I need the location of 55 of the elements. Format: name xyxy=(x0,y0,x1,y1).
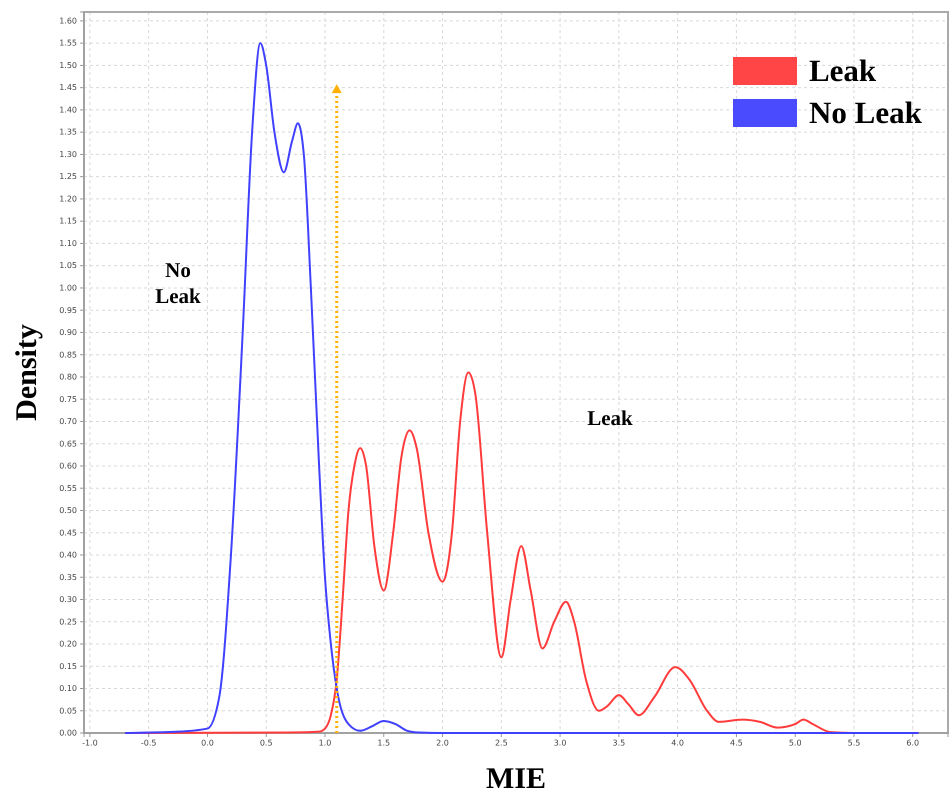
y-tick-label: 0.30 xyxy=(59,595,77,604)
x-tick-label: 2.5 xyxy=(494,738,508,748)
x-tick-label: -0.5 xyxy=(140,738,156,748)
y-tick-label: 0.70 xyxy=(59,417,77,426)
y-tick-label: 1.55 xyxy=(59,38,77,48)
y-tick-label: 1.30 xyxy=(59,150,77,159)
y-tick-label: 0.45 xyxy=(59,528,77,538)
y-tick-label: 0.05 xyxy=(59,706,77,716)
x-tick-label: 2.0 xyxy=(436,738,449,748)
line-series xyxy=(124,42,920,734)
y-tick-label: 1.05 xyxy=(59,261,77,270)
y-tick-label: 0.65 xyxy=(59,439,77,448)
x-tick-label: -1.0 xyxy=(82,738,98,748)
y-tick-label: 1.60 xyxy=(59,16,77,26)
x-tick-label: 0.5 xyxy=(260,738,273,748)
y-tick-label: 0.85 xyxy=(59,350,77,360)
legend-label: Leak xyxy=(809,53,877,88)
y-tick-label: 1.00 xyxy=(59,284,77,292)
y-tick-label: 1.50 xyxy=(59,60,77,70)
x-axis-title: MIE xyxy=(486,762,546,795)
y-tick-label: 0.20 xyxy=(59,640,77,649)
x-tick-label: 3.0 xyxy=(554,738,566,748)
x-tick-label: 5.5 xyxy=(848,738,860,748)
y-tick-label: 1.10 xyxy=(59,238,77,248)
y-tick-label: 0.00 xyxy=(59,728,77,738)
y-tick-label: 0.25 xyxy=(59,617,77,626)
x-tick-label: 3.5 xyxy=(612,738,626,748)
x-tick-label: 1.5 xyxy=(377,738,390,748)
y-tick-label: 0.80 xyxy=(59,372,77,382)
y-tick-label: 0.40 xyxy=(59,550,77,560)
y-tick-label: 0.95 xyxy=(59,306,77,315)
x-tick-label: 5.0 xyxy=(788,738,802,748)
x-tick-label: 4.0 xyxy=(671,738,684,748)
annotation: Leak xyxy=(587,406,634,430)
y-tick-label: 0.90 xyxy=(59,328,77,338)
y-tick-label: 0.55 xyxy=(59,484,77,493)
x-tick-label: 6.0 xyxy=(906,738,920,748)
y-tick-label: 1.25 xyxy=(59,172,77,182)
y-tick-label: 0.75 xyxy=(59,394,77,404)
y-axis-title: Density xyxy=(10,324,43,421)
y-tick-label: 0.50 xyxy=(59,506,77,516)
y-tick-label: 0.60 xyxy=(59,462,77,471)
x-tick-label: 4.5 xyxy=(730,738,743,748)
y-tick-label: 1.45 xyxy=(59,83,77,92)
y-tick-label: 1.20 xyxy=(59,194,77,204)
x-tick-label: 0.0 xyxy=(201,738,214,748)
x-tick-label: 1.0 xyxy=(318,738,332,748)
y-tick-label: 1.35 xyxy=(59,128,77,137)
annotation: No Leak xyxy=(155,258,202,308)
y-tick-label: 0.10 xyxy=(59,684,77,694)
y-tick-label: 1.40 xyxy=(59,105,77,114)
y-tick-label: 1.15 xyxy=(59,216,77,226)
legend-label: No Leak xyxy=(809,95,923,130)
y-tick-label: 0.15 xyxy=(59,662,77,671)
y-tick-label: 0.35 xyxy=(59,572,77,582)
